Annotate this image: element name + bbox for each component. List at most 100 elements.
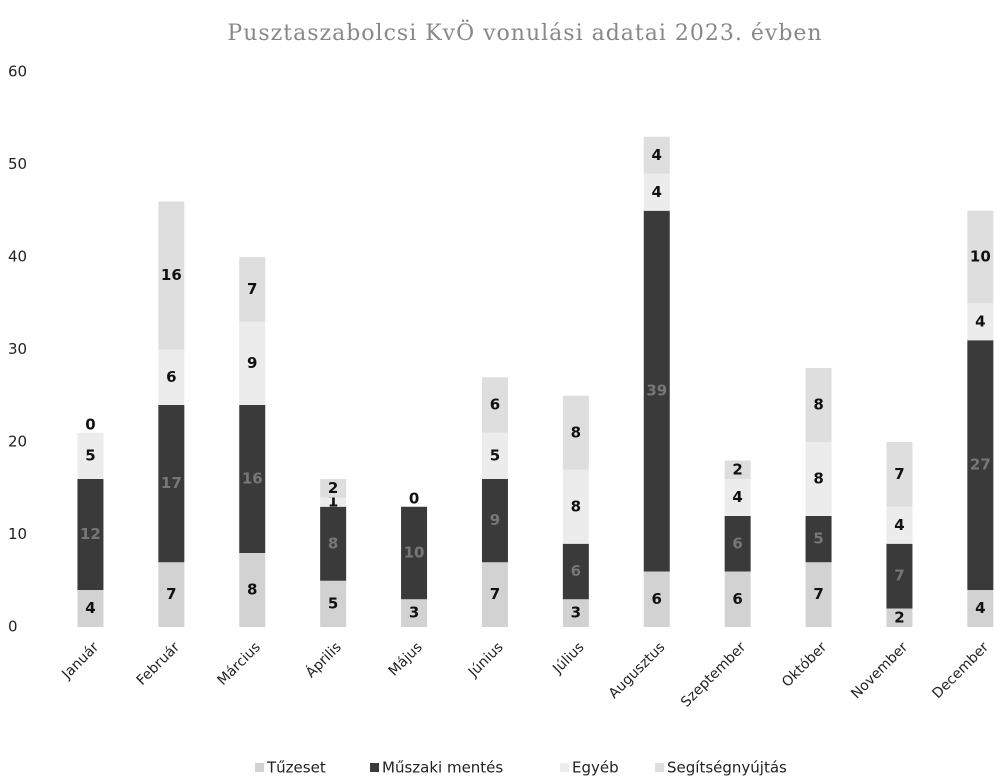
bar-segment: [481, 377, 508, 433]
value-label: 10: [404, 544, 425, 562]
bar-segment: [158, 562, 185, 627]
legend-swatch: [560, 763, 569, 772]
bar-segment: [562, 543, 589, 600]
x-tick-label: Július: [549, 639, 587, 677]
value-label: 7: [894, 465, 904, 483]
value-label: 8: [813, 396, 823, 414]
value-label: 7: [894, 567, 904, 585]
value-label: 5: [328, 594, 338, 612]
x-tick-label: December: [929, 639, 992, 702]
bar-segment: [158, 349, 185, 405]
value-label: 8: [813, 470, 823, 488]
chart-title: Pusztaszabolcsi KvÖ vonulási adatai 2023…: [227, 19, 822, 46]
legend-label: Tűzeset: [266, 759, 326, 777]
value-label: 27: [970, 456, 991, 474]
value-label: 7: [247, 280, 257, 298]
value-label: 12: [80, 525, 101, 543]
value-label: 5: [490, 446, 500, 464]
bar-segment: [805, 442, 832, 516]
y-tick-label: 10: [8, 525, 27, 543]
bar-segment: [239, 405, 266, 553]
value-label: 17: [161, 474, 182, 492]
y-tick-label: 30: [8, 340, 27, 358]
bar-segment: [320, 479, 347, 498]
bar-segment: [643, 210, 670, 572]
y-tick-label: 40: [8, 248, 27, 266]
bar-segment: [320, 580, 347, 627]
value-label: 5: [813, 530, 823, 548]
bar-segment: [643, 173, 670, 211]
x-tick-label: Május: [386, 639, 426, 679]
x-tick-label: Augusztus: [606, 639, 669, 702]
value-label: 2: [732, 460, 742, 478]
x-tick-label: Október: [779, 639, 830, 690]
bar-segment: [239, 553, 266, 627]
bar-segment: [77, 590, 104, 627]
legend-swatch: [370, 763, 379, 772]
bar-segment: [401, 506, 428, 600]
bar-segment: [562, 599, 589, 627]
legend-label: Műszaki mentés: [382, 759, 503, 777]
value-label: 4: [894, 516, 904, 534]
bar-segment: [805, 562, 832, 627]
bar-segment: [805, 368, 832, 442]
value-label: 6: [571, 562, 581, 580]
legend-swatch: [255, 763, 264, 772]
bar-segment: [320, 506, 347, 581]
bar-segment: [158, 201, 185, 350]
value-label: 9: [247, 354, 257, 372]
value-label: 5: [85, 446, 95, 464]
value-label: 2: [894, 608, 904, 626]
x-tick-label: Április: [302, 639, 345, 682]
y-tick-label: 60: [8, 63, 27, 81]
value-label: 0: [85, 415, 95, 433]
x-tick-label: November: [848, 639, 911, 702]
value-label: 9: [490, 511, 500, 529]
bar-segment: [724, 479, 751, 516]
bar-segment: [643, 571, 670, 627]
bar-segment: [724, 571, 751, 627]
value-label: 6: [490, 396, 500, 414]
bar-segment: [967, 590, 994, 627]
value-label: 7: [490, 585, 500, 603]
value-label: 4: [975, 599, 985, 617]
value-label: 16: [161, 266, 182, 284]
x-tick-label: Szeptember: [678, 639, 749, 710]
bar-segment: [886, 608, 913, 627]
y-tick-label: 20: [8, 433, 27, 451]
value-label: 3: [409, 604, 419, 622]
bar-segment: [886, 506, 913, 544]
y-tick-label: 0: [8, 618, 18, 636]
value-label: 4: [652, 146, 662, 164]
legend-label: Egyéb: [572, 759, 619, 777]
bar-segment: [967, 340, 994, 590]
bar-segment: [158, 405, 185, 563]
bar-segment: [401, 599, 428, 627]
value-label: 8: [247, 581, 257, 599]
value-label: 39: [646, 382, 667, 400]
value-label: 8: [328, 534, 338, 552]
bar-segment: [724, 516, 751, 572]
x-tick-label: Február: [134, 639, 183, 688]
bar-segment: [77, 479, 104, 590]
bar-segment: [967, 210, 994, 304]
bar-segment: [724, 460, 751, 479]
value-label: 10: [970, 248, 991, 266]
value-label: 7: [813, 585, 823, 603]
x-tick-label: Június: [465, 639, 507, 681]
bar-segment: [967, 303, 994, 341]
value-label: 8: [571, 497, 581, 515]
bar-segment: [239, 257, 266, 322]
bar-segment: [886, 543, 913, 609]
value-label: 0: [409, 489, 419, 507]
value-label: 6: [732, 590, 742, 608]
value-label: 8: [571, 423, 581, 441]
value-label: 3: [571, 604, 581, 622]
bar-segment: [481, 432, 508, 479]
bar-segment: [886, 442, 913, 507]
value-label: 1: [328, 493, 338, 511]
bar-segment: [643, 136, 670, 174]
y-tick-label: 50: [8, 155, 27, 173]
bar-segment: [239, 321, 266, 405]
